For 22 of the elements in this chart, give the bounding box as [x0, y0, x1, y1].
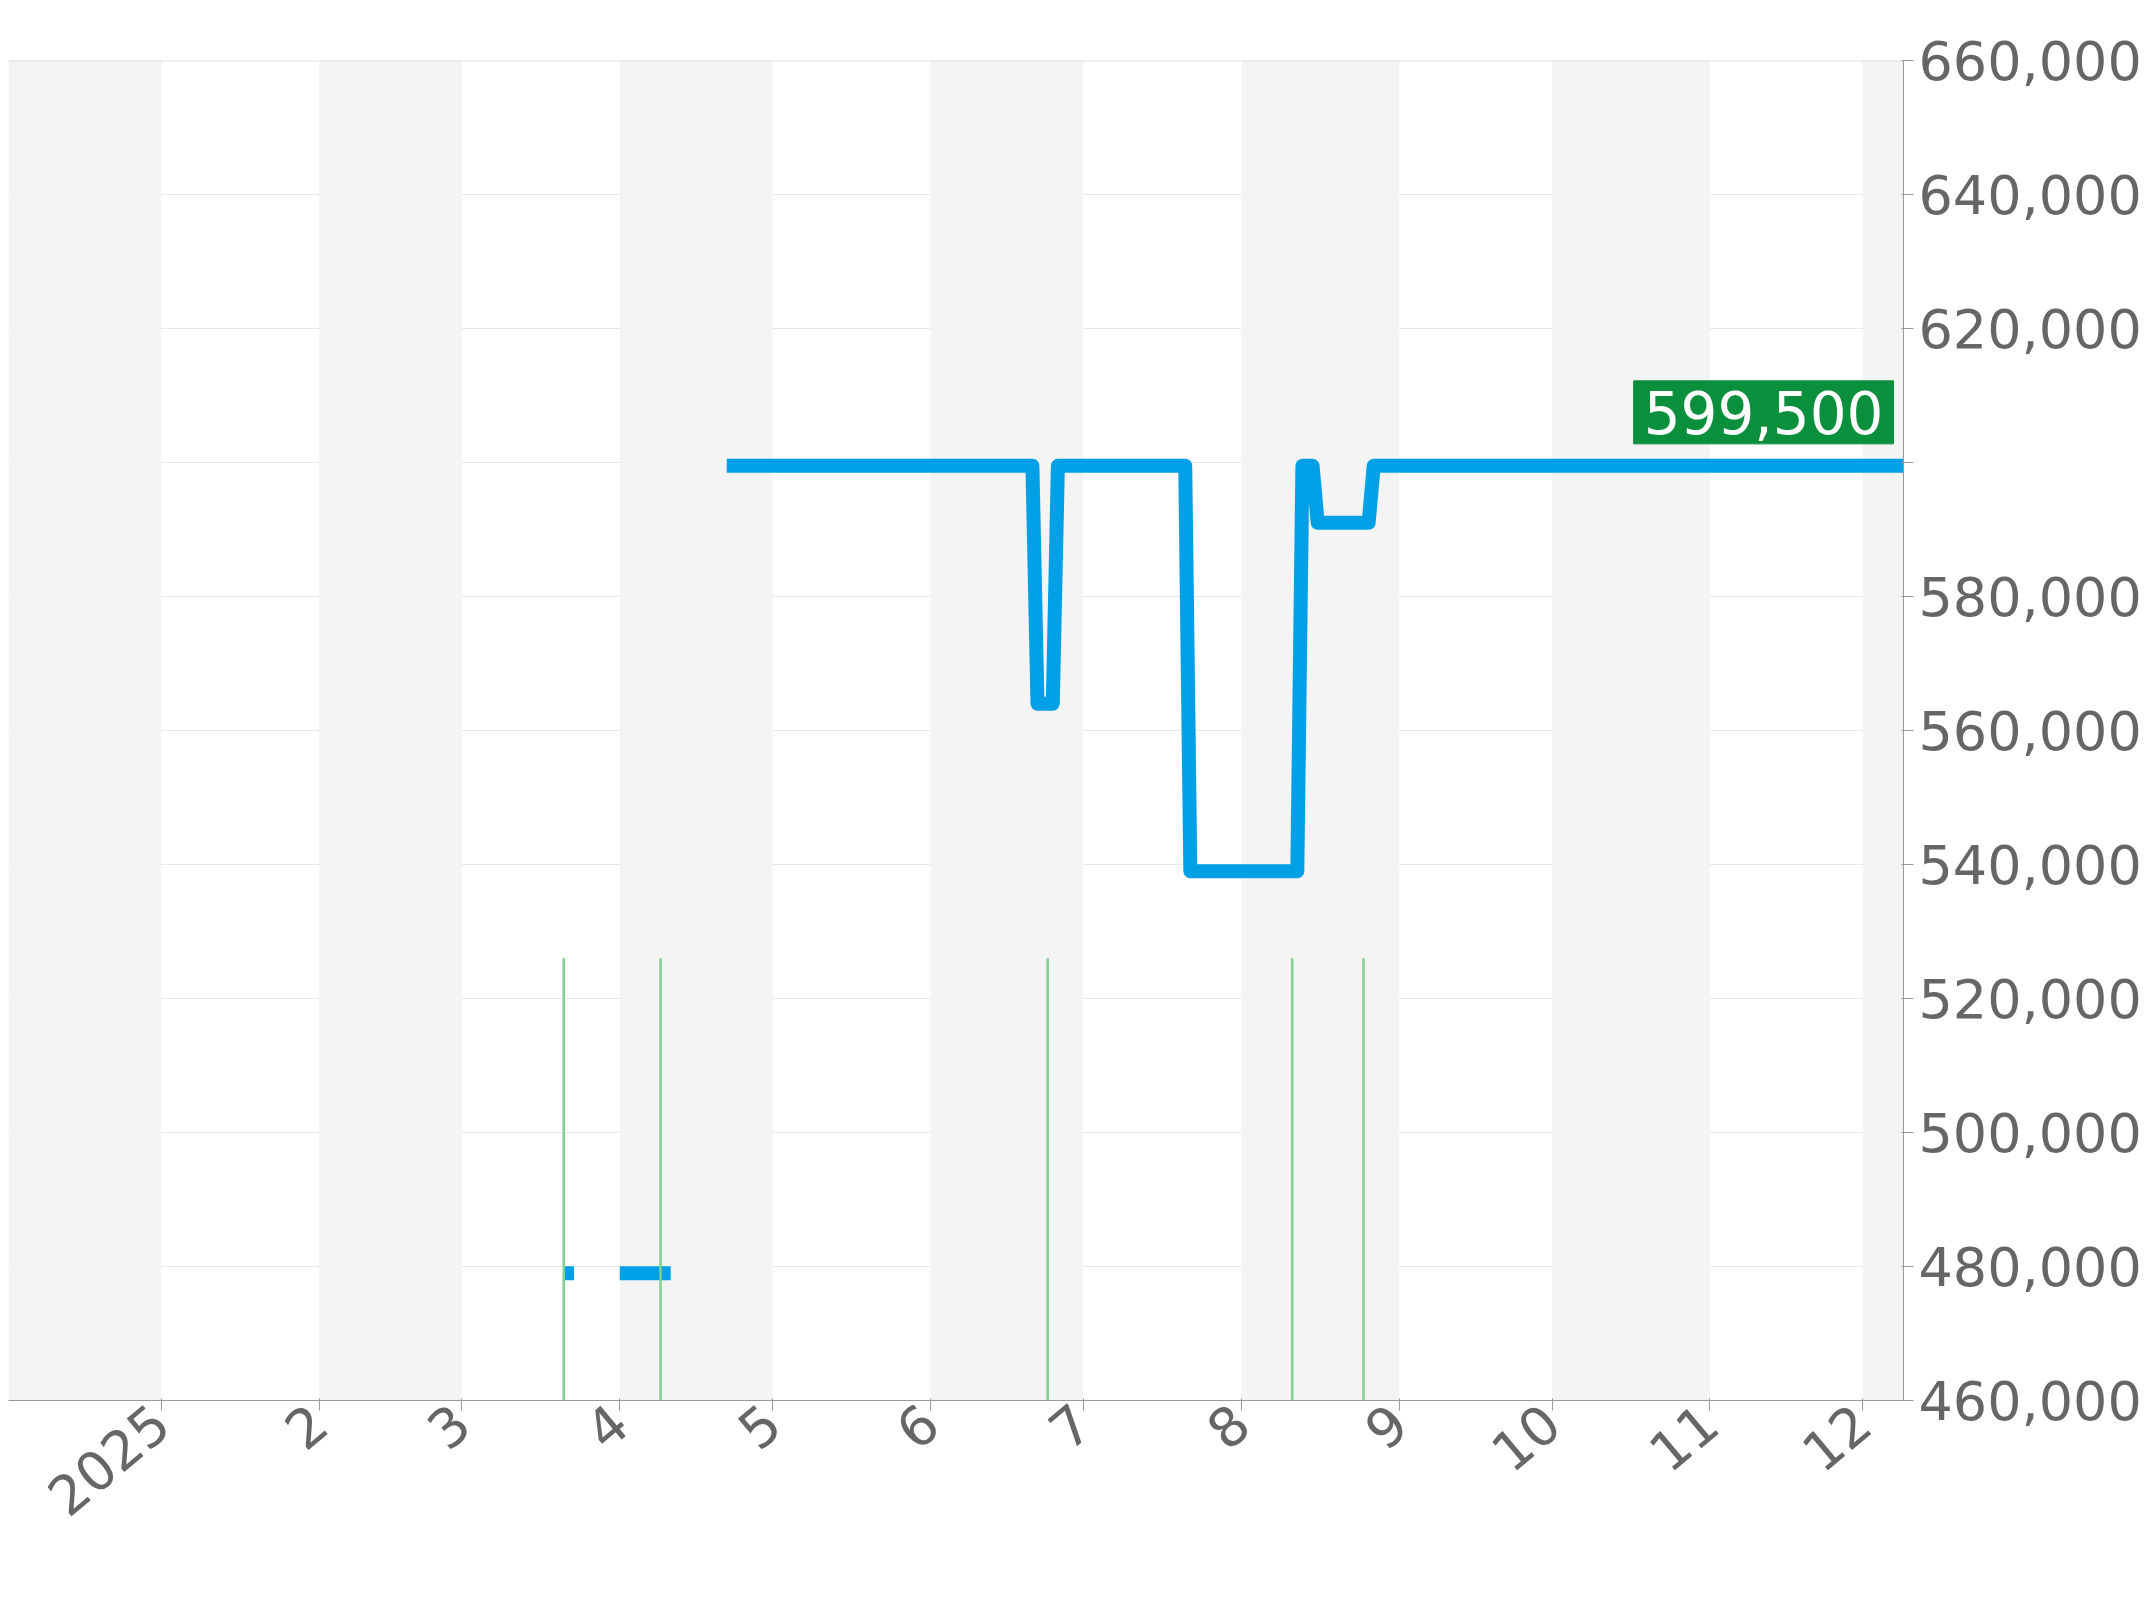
y-tick-label: 580,000 — [1918, 566, 2142, 629]
x-tick-label: 6 — [884, 1392, 952, 1463]
x-tick-label: 4 — [573, 1392, 641, 1463]
y-tick-label: 480,000 — [1918, 1236, 2142, 1299]
y-tick-label: 560,000 — [1918, 700, 2142, 763]
annotation: 599,500 — [1643, 379, 1884, 448]
x-tick-label: 8 — [1195, 1392, 1263, 1463]
x-tick-label: 10 — [1479, 1392, 1573, 1485]
x-tick-label: 5 — [726, 1392, 794, 1463]
y-tick-label: 640,000 — [1918, 164, 2142, 227]
x-tick-label: 9 — [1353, 1392, 1421, 1463]
y-tick-label: 460,000 — [1918, 1370, 2142, 1433]
y-tick-label: 500,000 — [1918, 1102, 2142, 1165]
y-tick-label: 620,000 — [1918, 298, 2142, 361]
x-tick-label: 2 — [273, 1392, 341, 1463]
x-tick-label: 11 — [1637, 1392, 1731, 1485]
x-tick-label: 3 — [415, 1392, 483, 1463]
x-tick-label: 7 — [1037, 1392, 1105, 1463]
y-tick-label: 520,000 — [1918, 968, 2142, 1031]
x-tick-label: 12 — [1790, 1392, 1884, 1485]
y-tick-label: 660,000 — [1918, 30, 2142, 93]
y-tick-label: 540,000 — [1918, 834, 2142, 897]
